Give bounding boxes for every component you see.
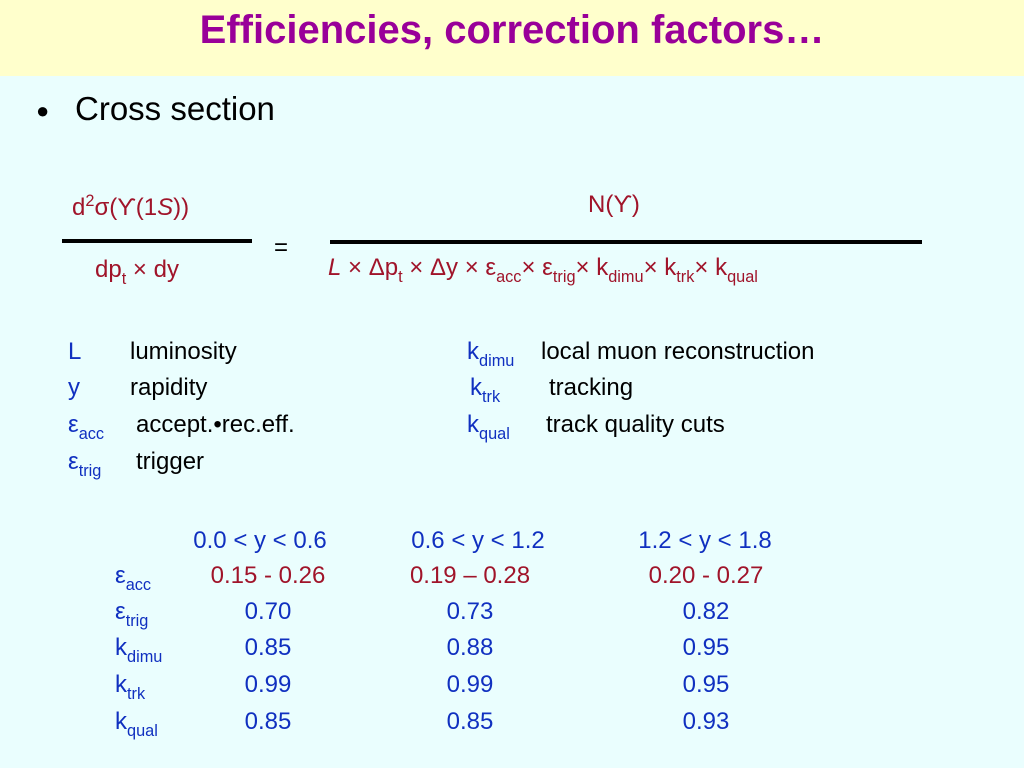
definition-text: track quality cuts — [546, 411, 725, 438]
text-segment: × dy — [126, 256, 179, 283]
definition-symbol: kqual — [467, 411, 510, 443]
text-segment: σ(ϒ(1 — [94, 194, 158, 221]
text-segment: trig — [78, 461, 102, 480]
text-segment: × k — [694, 254, 728, 281]
text-segment: acc — [496, 267, 522, 286]
text-segment: k — [470, 374, 482, 401]
text-segment: qual — [127, 721, 158, 740]
text-segment: L — [328, 254, 342, 281]
column-header: 0.6 < y < 1.2 — [411, 527, 545, 554]
text-segment: k — [467, 411, 479, 438]
definition-text: local muon reconstruction — [541, 338, 815, 365]
text-segment: ε — [68, 448, 79, 475]
text-segment: acc — [125, 575, 152, 594]
table-cell: 0.70 — [244, 598, 292, 625]
table-cell: 0.20 - 0.27 — [648, 562, 764, 589]
lhs-denominator: dpt × dy — [95, 256, 179, 288]
text-segment: qual — [479, 424, 510, 443]
text-segment: trk — [482, 387, 501, 406]
table-cell: 0.15 - 0.26 — [210, 562, 326, 589]
rhs-denominator: L × Δpt × Δy × εacc× εtrig× kdimu× ktrk×… — [328, 254, 758, 286]
table-cell: 0.85 — [446, 708, 494, 735]
text-segment: t — [398, 267, 403, 286]
row-symbol: kqual — [115, 708, 158, 740]
text-segment: trk — [676, 267, 695, 286]
definition-symbol: εtrig — [68, 448, 102, 480]
text-segment: ε — [115, 598, 126, 625]
table-cell: 0.82 — [682, 598, 730, 625]
definition-symbol: kdimu — [467, 338, 515, 370]
text-segment: trig — [552, 267, 576, 286]
table-cell: 0.85 — [244, 634, 292, 661]
title-band — [0, 0, 1024, 76]
definition-symbol: εacc — [68, 411, 105, 443]
table-cell: 0.85 — [244, 708, 292, 735]
text-segment: k — [467, 338, 479, 365]
text-segment: dimu — [127, 647, 163, 666]
text-segment: dimu — [608, 267, 644, 286]
column-header: 1.2 < y < 1.8 — [638, 527, 772, 554]
definition-symbol: ktrk — [470, 374, 501, 406]
text-segment: t — [121, 269, 127, 288]
table-cell: 0.95 — [682, 634, 730, 661]
fraction-bar — [330, 240, 922, 244]
text-segment: N(ϒ) — [588, 191, 640, 218]
table-cell: 0.99 — [244, 671, 292, 698]
rhs-numerator: N(ϒ) — [588, 191, 640, 219]
text-segment: × k — [575, 254, 609, 281]
equals: = — [274, 234, 289, 261]
text-segment: dimu — [479, 351, 515, 370]
text-segment: × Δy × ε — [402, 254, 497, 281]
text-segment: × Δp — [341, 254, 399, 281]
text-segment: y — [68, 374, 80, 401]
definition-text: rapidity — [130, 374, 208, 401]
bullet-dot: ● — [36, 98, 50, 123]
definition-symbol: L — [68, 338, 81, 366]
lhs-numerator: d2σ(ϒ(1S)) — [72, 192, 190, 224]
definition-symbol: y — [68, 374, 80, 402]
text-segment: )) — [173, 194, 190, 221]
text-segment: trk — [127, 684, 146, 703]
text-segment: qual — [727, 267, 758, 286]
definition-text: luminosity — [130, 338, 237, 365]
table-cell: 0.73 — [446, 598, 494, 625]
row-symbol: kdimu — [115, 634, 163, 666]
text-segment: 2 — [85, 192, 95, 211]
row-symbol: ktrk — [115, 671, 146, 703]
fraction-bar — [62, 239, 252, 243]
table-cell: 0.95 — [682, 671, 730, 698]
definition-text: tracking — [549, 374, 634, 401]
text-segment: dp — [95, 256, 122, 283]
definition-text: accept.•rec.eff. — [136, 411, 295, 438]
row-symbol: εacc — [115, 562, 152, 594]
definition-text: trigger — [136, 448, 205, 475]
text-segment: trig — [125, 611, 149, 630]
text-segment: S — [157, 194, 174, 221]
text-segment: d — [72, 194, 86, 221]
row-symbol: εtrig — [115, 598, 149, 630]
table-cell: 0.19 – 0.28 — [409, 562, 531, 589]
table-cell: 0.88 — [446, 634, 494, 661]
text-segment: ε — [68, 411, 79, 438]
text-segment: × ε — [521, 254, 553, 281]
slide-title: Efficiencies, correction factors… — [199, 8, 825, 52]
text-segment: L — [68, 338, 82, 365]
text-segment: ε — [115, 562, 126, 589]
text-segment: k — [115, 634, 127, 661]
table-cell: 0.99 — [446, 671, 494, 698]
text-segment: k — [115, 671, 127, 698]
text-segment: k — [115, 708, 127, 735]
text-segment: acc — [78, 424, 105, 443]
table-cell: 0.93 — [682, 708, 730, 735]
text-segment: × k — [643, 254, 677, 281]
bullet-text: Cross section — [75, 90, 275, 127]
column-header: 0.0 < y < 0.6 — [193, 527, 327, 554]
